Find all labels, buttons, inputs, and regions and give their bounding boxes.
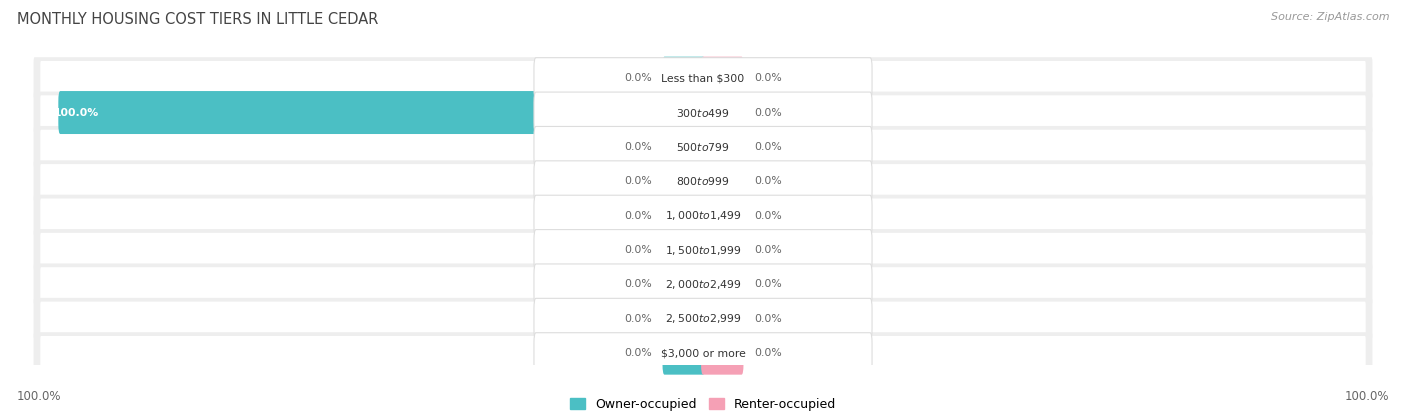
FancyBboxPatch shape [534,264,872,305]
Text: 0.0%: 0.0% [755,211,782,221]
FancyBboxPatch shape [662,160,704,203]
FancyBboxPatch shape [662,57,704,100]
FancyBboxPatch shape [41,95,1365,130]
Text: 0.0%: 0.0% [755,245,782,255]
Text: 0.0%: 0.0% [755,348,782,358]
FancyBboxPatch shape [41,233,1365,267]
FancyBboxPatch shape [662,229,704,271]
FancyBboxPatch shape [34,57,1372,99]
FancyBboxPatch shape [534,161,872,202]
FancyBboxPatch shape [34,298,1372,340]
Text: 0.0%: 0.0% [624,142,651,152]
FancyBboxPatch shape [34,126,1372,168]
Text: 0.0%: 0.0% [624,245,651,255]
Text: $300 to $499: $300 to $499 [676,107,730,119]
FancyBboxPatch shape [534,298,872,339]
FancyBboxPatch shape [702,332,744,375]
FancyBboxPatch shape [534,92,872,133]
FancyBboxPatch shape [41,267,1365,302]
Text: Source: ZipAtlas.com: Source: ZipAtlas.com [1271,12,1389,22]
FancyBboxPatch shape [34,92,1372,134]
Text: 0.0%: 0.0% [624,73,651,83]
Text: $800 to $999: $800 to $999 [676,175,730,187]
FancyBboxPatch shape [41,302,1365,336]
Text: 0.0%: 0.0% [624,348,651,358]
FancyBboxPatch shape [702,57,744,100]
FancyBboxPatch shape [662,297,704,340]
Text: 0.0%: 0.0% [755,73,782,83]
FancyBboxPatch shape [662,263,704,306]
FancyBboxPatch shape [702,263,744,306]
FancyBboxPatch shape [702,91,744,134]
Text: $1,000 to $1,499: $1,000 to $1,499 [665,209,741,222]
Legend: Owner-occupied, Renter-occupied: Owner-occupied, Renter-occupied [565,393,841,415]
FancyBboxPatch shape [534,229,872,271]
Text: $2,000 to $2,499: $2,000 to $2,499 [665,278,741,291]
FancyBboxPatch shape [662,332,704,375]
FancyBboxPatch shape [34,264,1372,305]
Text: MONTHLY HOUSING COST TIERS IN LITTLE CEDAR: MONTHLY HOUSING COST TIERS IN LITTLE CED… [17,12,378,27]
FancyBboxPatch shape [702,160,744,203]
FancyBboxPatch shape [41,164,1365,198]
FancyBboxPatch shape [41,336,1365,370]
Text: 0.0%: 0.0% [624,176,651,186]
FancyBboxPatch shape [34,332,1372,374]
FancyBboxPatch shape [534,58,872,99]
FancyBboxPatch shape [34,229,1372,271]
FancyBboxPatch shape [534,333,872,374]
Text: $3,000 or more: $3,000 or more [661,348,745,358]
Text: 0.0%: 0.0% [624,279,651,289]
Text: 0.0%: 0.0% [624,314,651,324]
Text: $2,500 to $2,999: $2,500 to $2,999 [665,312,741,325]
FancyBboxPatch shape [34,195,1372,237]
FancyBboxPatch shape [34,160,1372,202]
FancyBboxPatch shape [41,198,1365,233]
Text: $500 to $799: $500 to $799 [676,141,730,153]
FancyBboxPatch shape [702,125,744,168]
FancyBboxPatch shape [662,194,704,237]
FancyBboxPatch shape [534,127,872,167]
FancyBboxPatch shape [41,130,1365,164]
FancyBboxPatch shape [58,91,704,134]
Text: 100.0%: 100.0% [17,390,62,403]
Text: 100.0%: 100.0% [53,107,98,117]
Text: 0.0%: 0.0% [755,314,782,324]
Text: 0.0%: 0.0% [755,279,782,289]
FancyBboxPatch shape [534,195,872,236]
Text: Less than $300: Less than $300 [661,73,745,83]
Text: 0.0%: 0.0% [755,176,782,186]
FancyBboxPatch shape [702,229,744,271]
FancyBboxPatch shape [662,125,704,168]
FancyBboxPatch shape [41,61,1365,95]
FancyBboxPatch shape [702,297,744,340]
Text: 0.0%: 0.0% [755,142,782,152]
Text: $1,500 to $1,999: $1,500 to $1,999 [665,244,741,256]
Text: 100.0%: 100.0% [1344,390,1389,403]
FancyBboxPatch shape [702,194,744,237]
Text: 0.0%: 0.0% [755,107,782,117]
Text: 0.0%: 0.0% [624,211,651,221]
